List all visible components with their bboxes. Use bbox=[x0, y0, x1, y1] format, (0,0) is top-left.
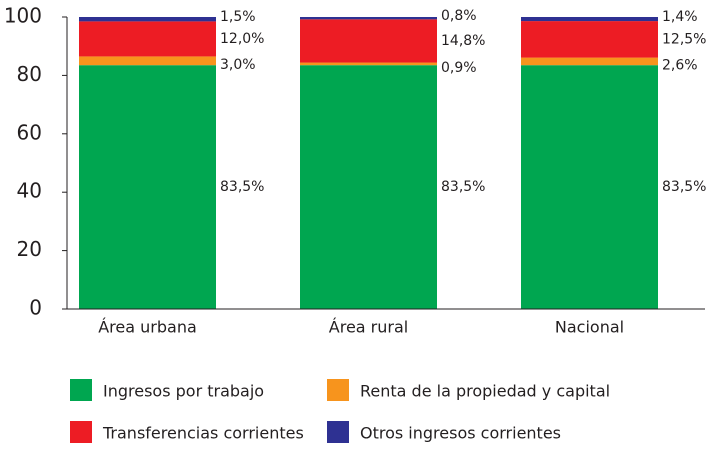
legend-swatch bbox=[70, 379, 92, 401]
legend-label: Otros ingresos corrientes bbox=[360, 424, 561, 443]
bar-segment bbox=[300, 65, 437, 310]
value-label: 83,5% bbox=[662, 179, 706, 195]
x-tick-label: Nacional bbox=[555, 318, 624, 337]
x-tick-label: Área rural bbox=[329, 318, 408, 337]
legend-swatch bbox=[70, 421, 92, 443]
bar-segment bbox=[521, 17, 658, 22]
bar-segment bbox=[521, 21, 658, 58]
value-label: 0,8% bbox=[441, 8, 477, 24]
legend-label: Ingresos por trabajo bbox=[103, 382, 264, 401]
value-label: 2,6% bbox=[662, 57, 698, 73]
legend-label: Renta de la propiedad y capital bbox=[360, 382, 610, 401]
value-label: 12,5% bbox=[662, 31, 706, 47]
y-tick-label: 40 bbox=[17, 179, 42, 203]
bar-segment bbox=[300, 17, 437, 20]
y-tick-label: 20 bbox=[17, 237, 42, 261]
legend-swatch bbox=[327, 421, 349, 443]
y-tick-label: 100 bbox=[4, 4, 42, 28]
y-tick-label: 60 bbox=[17, 120, 42, 144]
y-tick-label: 80 bbox=[17, 62, 42, 86]
value-label: 0,9% bbox=[441, 60, 477, 76]
value-label: 83,5% bbox=[220, 179, 264, 195]
bar-segment bbox=[300, 62, 437, 66]
bar-segment bbox=[79, 21, 216, 57]
bar-segment bbox=[521, 65, 658, 310]
y-tick-label: 0 bbox=[29, 296, 42, 320]
bar-segment bbox=[79, 56, 216, 66]
x-tick-label: Área urbana bbox=[98, 318, 197, 337]
bar-segment bbox=[521, 57, 658, 66]
value-label: 3,0% bbox=[220, 57, 256, 73]
value-label: 1,4% bbox=[662, 9, 698, 25]
bar-segment bbox=[300, 19, 437, 63]
bar-segment bbox=[79, 65, 216, 310]
legend-swatch bbox=[327, 379, 349, 401]
value-label: 83,5% bbox=[441, 179, 485, 195]
legend-label: Transferencias corrientes bbox=[102, 424, 304, 443]
value-label: 12,0% bbox=[220, 31, 264, 47]
value-label: 14,8% bbox=[441, 33, 485, 49]
bar-segment bbox=[79, 17, 216, 22]
value-label: 1,5% bbox=[220, 9, 256, 25]
